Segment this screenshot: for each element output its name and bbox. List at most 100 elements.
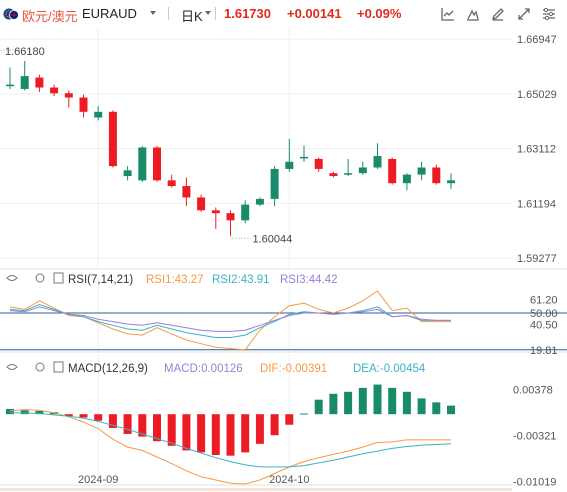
- macd-legend-item: DEA:-0.00454: [353, 363, 426, 375]
- macd-title: MACD(12,26,9): [68, 363, 148, 375]
- macd-histogram-bar: [388, 387, 397, 415]
- candle-body: [329, 173, 338, 177]
- macd-histogram-bar: [167, 414, 176, 446]
- quote-header: 欧元/澳元 EURAUD 日K 1.61730 +0.00141 +0.09%: [0, 0, 567, 28]
- legend-name: DIF: [260, 363, 279, 375]
- legend-value: 43.27: [175, 274, 204, 286]
- macd-line: [9, 409, 451, 485]
- candle-body: [182, 186, 191, 198]
- low-price-label: 1.60044: [253, 233, 293, 245]
- macd-histogram-bar: [94, 414, 103, 421]
- candle-body: [432, 167, 441, 184]
- macd-histogram-bar: [329, 393, 338, 415]
- macd-histogram-bar: [197, 414, 206, 453]
- y-tick-label: 1.63112: [517, 144, 556, 156]
- indicator-settings-icon: [35, 273, 45, 283]
- candle-body: [108, 111, 117, 167]
- pair-dropdown-icon[interactable]: [150, 11, 156, 15]
- macd-histogram-bar: [211, 414, 220, 456]
- rsi-line: [9, 290, 451, 351]
- indicator-toggle-icon: [53, 272, 64, 284]
- legend-sep: :: [306, 274, 309, 286]
- macd-y-tick: -0.00321: [513, 430, 556, 442]
- legend-value: 0.00126: [201, 363, 243, 375]
- macd-histogram-bar: [417, 398, 426, 415]
- candle-body: [314, 158, 323, 169]
- macd-legend-item: MACD:0.00126: [164, 363, 243, 375]
- visibility-eye-icon: [6, 364, 18, 370]
- rsi-y-tick: 19.81: [530, 345, 558, 357]
- macd-histogram-bar: [6, 408, 14, 415]
- macd-histogram-bar: [447, 405, 455, 415]
- pair-code[interactable]: EURAUD: [82, 6, 137, 21]
- legend-sep: :: [377, 363, 380, 375]
- candle-body: [211, 210, 220, 214]
- macd-histogram-bar: [153, 414, 161, 442]
- candle-body: [388, 158, 397, 184]
- rsi-y-tick: 61.20: [530, 294, 558, 306]
- indicator-settings-icon: [35, 362, 45, 372]
- candle-body: [6, 84, 14, 87]
- rsi-legend-item: RSI2:43.91: [212, 274, 270, 286]
- macd-y-tick: -0.01019: [513, 476, 556, 488]
- price-change: +0.00141: [287, 6, 342, 21]
- legend-value: -0.00454: [380, 363, 426, 375]
- candle-body: [35, 77, 44, 88]
- candle-body: [270, 168, 279, 199]
- candle-body: [79, 97, 88, 112]
- macd-histogram-bar: [79, 414, 88, 418]
- macd-histogram-bar: [20, 410, 29, 415]
- candle-body: [197, 197, 206, 211]
- rsi-line: [9, 303, 451, 338]
- macd-histogram-bar: [432, 402, 441, 415]
- currency-pair-flags-icon: [3, 8, 19, 20]
- candle-body: [447, 180, 455, 184]
- macd-histogram-bar: [402, 391, 411, 415]
- macd-histogram-bar: [35, 410, 44, 415]
- candle-body: [153, 147, 161, 181]
- macd-histogram-bar: [241, 414, 250, 453]
- candle-body: [344, 173, 353, 175]
- macd-histogram-bar: [226, 414, 235, 456]
- chart-area[interactable]: 1.66947 1.65029 1.63112 1.61194 1.59277 1.661…: [0, 28, 567, 492]
- legend-value: 44.42: [309, 274, 338, 286]
- legend-value: -0.00391: [282, 363, 327, 375]
- indicator-icon[interactable]: [439, 5, 457, 23]
- macd-histogram-bar: [314, 399, 323, 415]
- candle-body: [94, 111, 103, 118]
- draw-icon[interactable]: [464, 5, 482, 23]
- legend-name: RSI2: [212, 274, 238, 286]
- legend-name: RSI1: [146, 274, 172, 286]
- candle-body: [20, 76, 29, 89]
- macd-histogram-bar: [358, 387, 367, 415]
- pair-name[interactable]: 欧元/澳元: [22, 9, 78, 24]
- macd-histogram-bar: [182, 414, 191, 451]
- rsi-legend-item: RSI3:44.42: [280, 274, 338, 286]
- macd-legend-item: DIF:-0.00391: [260, 363, 327, 375]
- rsi-legend-item: RSI1:43.27: [146, 274, 204, 286]
- macd-histogram-bar: [255, 414, 264, 444]
- macd-histogram-bar: [270, 414, 279, 436]
- period-selector[interactable]: 日K: [181, 9, 203, 24]
- pen-icon[interactable]: [489, 5, 507, 23]
- time-range-scrollbar: [0, 488, 512, 491]
- legend-name: MACD: [164, 363, 198, 375]
- macd-y-tick: 0.00378: [513, 384, 553, 396]
- legend-sep: :: [238, 274, 241, 286]
- macd-histogram-bar: [64, 414, 73, 417]
- legend-name: RSI3: [280, 274, 306, 286]
- candle-body: [300, 156, 308, 159]
- y-tick-label: 1.65029: [517, 89, 557, 101]
- legend-sep: :: [172, 274, 175, 286]
- candle-body: [241, 204, 250, 221]
- candle-body: [417, 167, 426, 175]
- rsi-line: [9, 306, 451, 332]
- legend-name: DEA: [353, 363, 377, 375]
- indicator-toggle-icon: [53, 361, 64, 373]
- rsi-title: RSI(7,14,21): [68, 274, 133, 286]
- price-change-percent: +0.09%: [357, 6, 402, 21]
- divider: [168, 7, 169, 20]
- fullscreen-icon[interactable]: [515, 5, 533, 23]
- settings-icon[interactable]: [540, 5, 558, 23]
- period-dropdown-icon[interactable]: [205, 11, 211, 15]
